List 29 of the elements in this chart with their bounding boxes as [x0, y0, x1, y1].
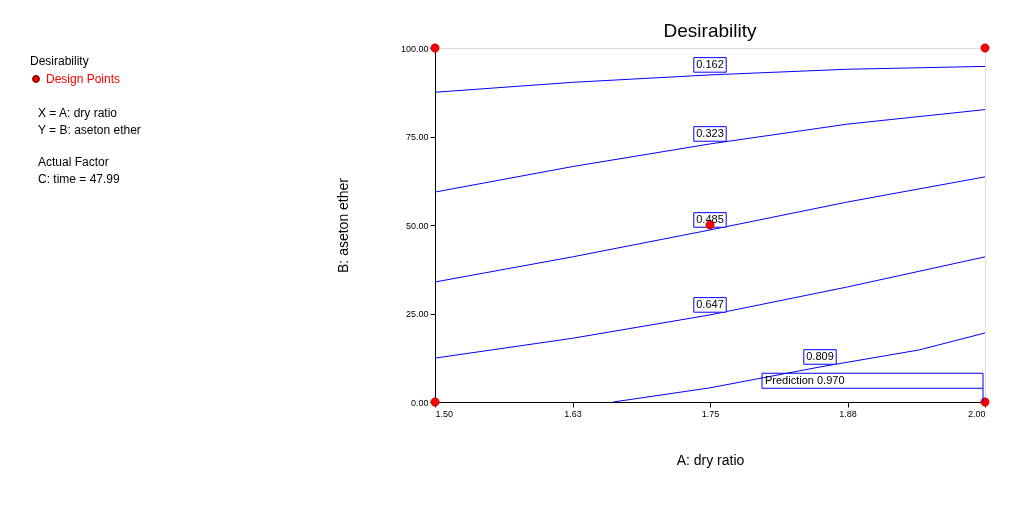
x-tick-label: 1.88 — [839, 408, 857, 419]
legend-title: Desirability — [30, 54, 89, 68]
y-tick-label: 0.00 — [410, 397, 429, 408]
x-tick-label: 1.50 — [435, 408, 454, 419]
series-label: 0.809 — [806, 349, 834, 362]
series-label: 0.647 — [696, 297, 724, 310]
x-axis-title: A: dry ratio — [676, 451, 745, 468]
x-tick-label: 2.00 — [967, 408, 986, 419]
x-tick-label: 1.63 — [564, 408, 582, 419]
series-label: 0.485 — [696, 212, 724, 225]
series-label: 0.162 — [696, 57, 724, 70]
annotation: Prediction 0.970 — [765, 373, 845, 386]
text: C: time = 47.99 — [38, 172, 121, 186]
y-axis-title: B: aseton ether — [334, 177, 351, 273]
y-tick-label: 100.00 — [400, 43, 429, 54]
series-label: 0.323 — [696, 126, 724, 139]
chart-title: Desirability — [663, 19, 757, 41]
line-series — [434, 256, 986, 359]
line-series — [612, 332, 986, 403]
text: X = A: dry ratio — [38, 106, 118, 120]
x-tick-label: 1.75 — [701, 408, 720, 419]
y-tick-label: 50.00 — [405, 220, 429, 231]
text: Y = B: aseton ether — [38, 123, 141, 137]
y-tick-label: 75.00 — [405, 132, 429, 142]
text: Actual Factor — [38, 155, 109, 169]
line-series — [434, 176, 986, 283]
y-tick-label: 25.00 — [405, 309, 429, 319]
legend-label: Design Points — [46, 72, 121, 86]
line-series — [434, 109, 986, 193]
